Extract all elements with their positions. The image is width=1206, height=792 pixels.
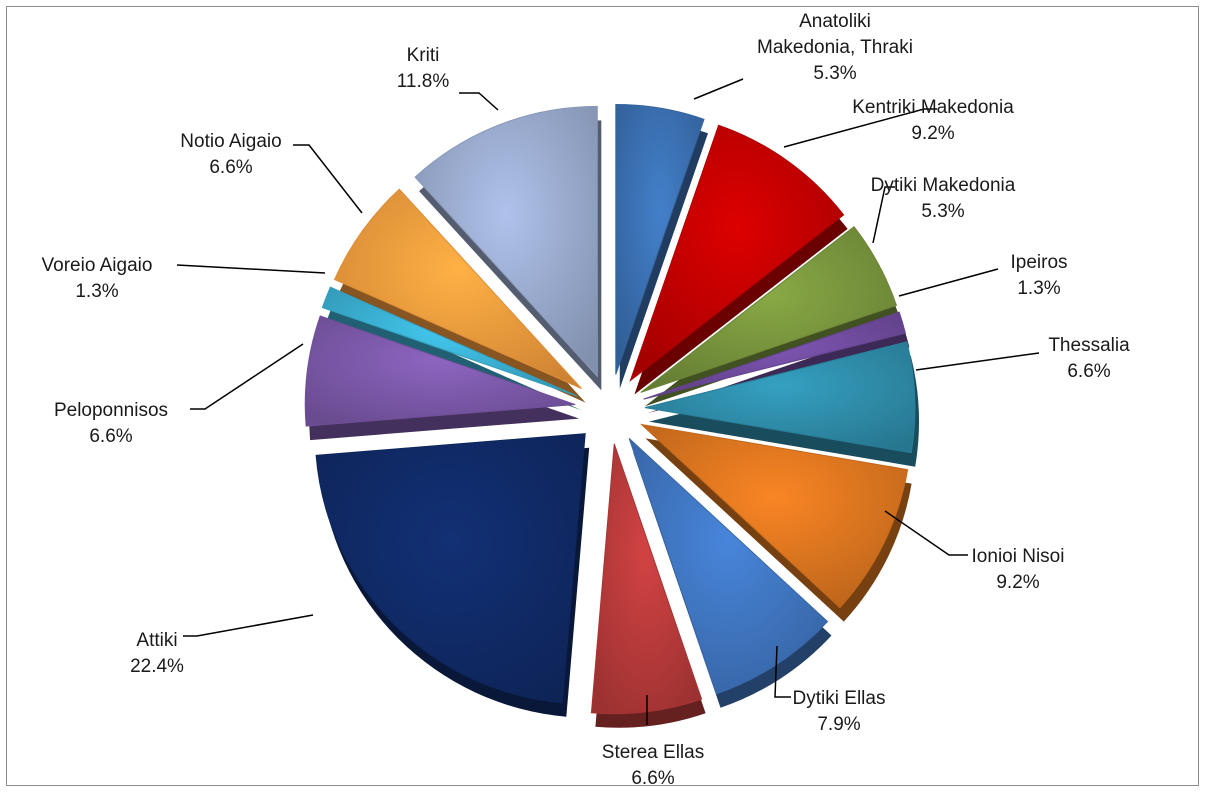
leader-line xyxy=(872,186,895,244)
leader-line xyxy=(783,108,937,148)
slice-name: Notio Aigaio xyxy=(180,131,281,152)
slice-label: Attiki 22.4% xyxy=(130,630,184,677)
slice-anatoliki-makedonia-thraki xyxy=(615,103,705,375)
slice-percent: 11.8% xyxy=(397,71,450,92)
slice-name: Peloponnisos xyxy=(54,400,168,421)
slice-name: Thessalia xyxy=(1048,335,1130,356)
slice-label: Anatoliki Makedonia, Thraki 5.3% xyxy=(757,11,913,84)
slice-name: Makedonia, Thraki xyxy=(757,37,913,58)
slice-notio-aigaio xyxy=(333,188,582,390)
slice-peloponnisos xyxy=(304,315,576,427)
slice-kriti xyxy=(414,105,598,378)
slice-percent: 9.2% xyxy=(911,123,954,144)
slice-ipeiros xyxy=(643,311,907,400)
slice-label: Sterea Ellas 6.6% xyxy=(602,742,704,787)
slice-name: Dytiki Makedonia xyxy=(871,175,1016,196)
slice-percent: 7.9% xyxy=(817,714,860,735)
leader-line xyxy=(183,614,314,637)
slice-name: Anatoliki xyxy=(799,11,871,32)
slice-percent: 6.6% xyxy=(209,157,252,178)
slice-name: Voreio Aigaio xyxy=(42,255,153,276)
slice-kentriki-makedonia xyxy=(629,124,845,382)
slice-name: Dytiki Ellas xyxy=(793,688,886,709)
pie-slices xyxy=(304,103,919,728)
slice-name: Ionioi Nisoi xyxy=(972,546,1065,567)
slice-label: Notio Aigaio 6.6% xyxy=(180,131,281,178)
leader-line xyxy=(190,343,304,410)
slice-labels: Anatoliki Makedonia, Thraki 5.3% Kentriki M… xyxy=(42,11,1131,787)
leader-line xyxy=(176,264,326,274)
slice-label: Dytiki Makedonia 5.3% xyxy=(871,175,1016,222)
slice-label: Ipeiros 1.3% xyxy=(1010,252,1067,299)
slice-label: Dytiki Ellas 7.9% xyxy=(793,688,886,735)
slice-voreio-aigaio xyxy=(321,286,578,397)
slice-name: Ipeiros xyxy=(1010,252,1067,273)
leader-line xyxy=(884,510,968,556)
leader-line xyxy=(459,92,499,111)
slice-name: Attiki xyxy=(136,630,177,651)
slice-percent: 1.3% xyxy=(75,281,118,302)
slice-label: Peloponnisos 6.6% xyxy=(54,400,168,447)
leader-line xyxy=(774,645,791,698)
leader-line xyxy=(293,144,363,214)
slice-percent: 6.6% xyxy=(1067,361,1110,382)
chart-frame: Anatoliki Makedonia, Thraki 5.3% Kentriki M… xyxy=(6,6,1199,787)
slice-ionioi-nisoi xyxy=(639,423,909,609)
slice-label: Kriti 11.8% xyxy=(397,45,450,92)
slice-name: Sterea Ellas xyxy=(602,742,704,763)
slice-percent: 1.3% xyxy=(1017,278,1060,299)
slice-percent: 5.3% xyxy=(813,63,856,84)
leader-line xyxy=(915,352,1040,371)
slice-label: Kentriki Makedonia 9.2% xyxy=(852,97,1014,144)
slice-percent: 6.6% xyxy=(631,768,674,787)
leader-line xyxy=(693,78,744,100)
slice-name: Kentriki Makedonia xyxy=(852,97,1014,118)
slice-attiki xyxy=(315,433,586,704)
leader-lines xyxy=(176,78,1040,725)
slice-percent: 5.3% xyxy=(921,201,964,222)
leader-line xyxy=(898,268,999,297)
slice-percent: 9.2% xyxy=(996,572,1039,593)
slice-dytiki-makedonia xyxy=(640,225,898,393)
slice-label: Thessalia 6.6% xyxy=(1048,335,1130,382)
slice-label: Ionioi Nisoi 9.2% xyxy=(972,546,1065,593)
pie-chart: Anatoliki Makedonia, Thraki 5.3% Kentriki M… xyxy=(42,11,1131,787)
slice-thessalia xyxy=(644,341,916,454)
slice-name: Kriti xyxy=(407,45,440,66)
slice-label: Voreio Aigaio 1.3% xyxy=(42,255,153,302)
slice-percent: 22.4% xyxy=(130,656,184,677)
slice-percent: 6.6% xyxy=(89,426,132,447)
